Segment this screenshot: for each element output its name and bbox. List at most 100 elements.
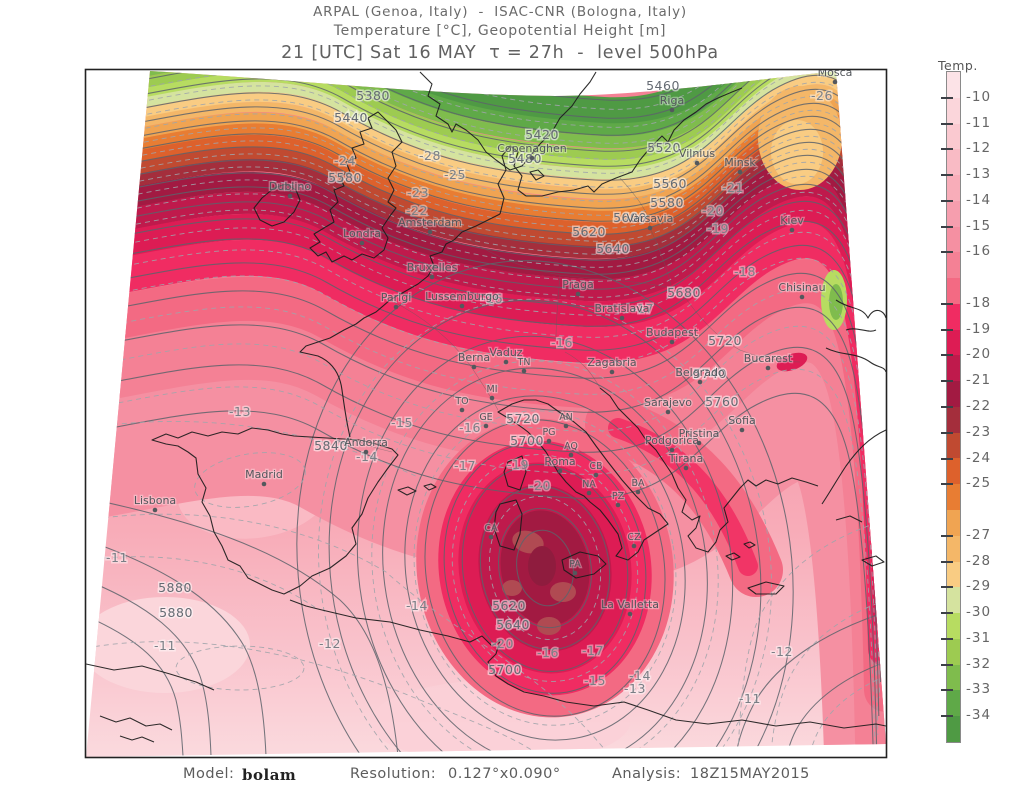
city-dot bbox=[631, 543, 637, 549]
geopotential-labels: 5380544054205460548055205560558055805600… bbox=[157, 77, 743, 679]
city-dot bbox=[615, 502, 621, 508]
geopotential-contour-label: 5640 bbox=[496, 617, 530, 632]
city-dot bbox=[739, 427, 745, 433]
city-dot bbox=[557, 468, 563, 474]
city-dot bbox=[429, 274, 435, 280]
legend-tick-label: -22 bbox=[966, 398, 992, 414]
temperature-contour-label: -14 bbox=[406, 598, 428, 613]
legend-band bbox=[947, 72, 960, 98]
coast-balkans-greece bbox=[599, 387, 819, 553]
geopotential-contour-label: 5880 bbox=[159, 605, 193, 620]
geopotential-contour bbox=[86, 346, 878, 757]
city-label: GE bbox=[479, 412, 492, 423]
legend-tick-label: -29 bbox=[966, 578, 992, 595]
city-label: Podgorica bbox=[645, 434, 699, 447]
temperature-contour-label: -19 bbox=[507, 457, 529, 472]
city-dot bbox=[568, 452, 574, 458]
geopotential-contour-label: 5840 bbox=[314, 438, 348, 453]
city-dot bbox=[152, 507, 158, 513]
temperature-contour-label: -11 bbox=[739, 691, 761, 706]
legend-title: Temp. bbox=[938, 58, 978, 73]
city-dot bbox=[694, 160, 700, 166]
city-label: Zagabria bbox=[587, 356, 636, 369]
analysis-label: Analysis: bbox=[612, 766, 682, 782]
city-label: Andorra bbox=[344, 436, 388, 449]
country-borders bbox=[345, 177, 801, 453]
legend-tick-mark bbox=[941, 560, 953, 563]
city-dot bbox=[471, 364, 477, 370]
legend-tick-mark bbox=[941, 354, 953, 357]
legend-color-bar bbox=[946, 71, 961, 743]
temperature-contour bbox=[86, 368, 877, 757]
legend-tick-mark bbox=[941, 122, 953, 125]
coast-corsica bbox=[503, 455, 527, 491]
legend-tick-mark bbox=[941, 251, 953, 254]
geopotential-contour-label: 5640 bbox=[596, 241, 630, 256]
legend-tick-label: -11 bbox=[966, 114, 992, 131]
city-label: TN bbox=[517, 357, 531, 368]
legend-band bbox=[947, 252, 960, 279]
legend-tick-label: -27 bbox=[966, 526, 992, 543]
legend-band bbox=[947, 123, 960, 150]
coast-uk bbox=[309, 111, 403, 263]
geopotential-contour-label: 5440 bbox=[334, 110, 368, 125]
city-label: Roma bbox=[544, 455, 575, 468]
legend-tick-mark bbox=[941, 96, 953, 99]
temperature-contour-label: -11 bbox=[154, 638, 176, 653]
city-label: Vilnius bbox=[679, 147, 715, 160]
legend-tick-mark bbox=[941, 715, 953, 718]
city-label: CB bbox=[589, 461, 602, 472]
legend-tick-mark bbox=[941, 148, 953, 151]
legend-tick-label: -20 bbox=[966, 346, 992, 363]
legend-band bbox=[947, 329, 960, 356]
geopotential-contour-label: 5880 bbox=[158, 580, 192, 595]
legend-tick-mark bbox=[941, 457, 953, 460]
temperature-contour-label: -17 bbox=[632, 301, 654, 316]
core-mottle bbox=[550, 582, 576, 602]
geopotential-contour-label: 5720 bbox=[506, 411, 540, 426]
legend-tick-mark bbox=[941, 689, 953, 692]
analysis-value: 18Z15MAY2015 bbox=[690, 766, 810, 782]
east-edge-green-core bbox=[829, 284, 843, 320]
geopotential-low-rings bbox=[296, 260, 794, 757]
coast-sicily bbox=[561, 551, 607, 579]
legend-tick-label: -18 bbox=[966, 294, 992, 311]
city-label: La Valletta bbox=[601, 598, 659, 611]
geopotential-contour bbox=[86, 392, 876, 757]
coast-sardinia bbox=[493, 499, 523, 551]
city-label: CA bbox=[484, 523, 498, 534]
city-dot bbox=[669, 447, 675, 453]
city-label: CZ bbox=[627, 532, 641, 543]
temperature-contour-label: -20 bbox=[529, 478, 551, 493]
legend-band bbox=[947, 561, 960, 588]
geopotential-contour-label: 5460 bbox=[646, 78, 680, 93]
page-title-variables: Temperature [°C], Geopotential Height [m… bbox=[333, 23, 667, 39]
city-dot bbox=[619, 315, 625, 321]
city-dot bbox=[483, 423, 489, 429]
temperature-labels: -28-24-25-23-22-26-21-20-19-18-17-16-16-… bbox=[105, 87, 834, 708]
legend-tick-mark bbox=[941, 302, 953, 305]
legend-tick-label: -24 bbox=[966, 449, 992, 466]
city-dot bbox=[503, 359, 509, 365]
city-dot bbox=[832, 79, 838, 85]
temperature-contour-label: -18 bbox=[734, 264, 756, 279]
temperature-contour-label: -14 bbox=[629, 668, 651, 683]
legend-band bbox=[947, 97, 960, 124]
city-label: Bucarest bbox=[744, 352, 793, 365]
temperature-contour-label: -13 bbox=[624, 681, 646, 696]
city-label: Praga bbox=[562, 278, 593, 291]
city-dot bbox=[665, 409, 671, 415]
legend-band bbox=[947, 175, 960, 201]
geopotential-contour-label: 5480 bbox=[508, 151, 542, 166]
city-dot bbox=[683, 465, 689, 471]
legend-band bbox=[947, 149, 960, 176]
city-dot bbox=[697, 379, 703, 385]
geopotential-contour-label: 5760 bbox=[705, 394, 739, 409]
city-dot bbox=[563, 423, 569, 429]
coast-denmark bbox=[497, 145, 545, 215]
legend-band bbox=[947, 535, 960, 562]
legend-tick-label: -28 bbox=[966, 552, 992, 569]
atlas-relief bbox=[99, 715, 173, 743]
city-label: Sofia bbox=[728, 414, 755, 427]
